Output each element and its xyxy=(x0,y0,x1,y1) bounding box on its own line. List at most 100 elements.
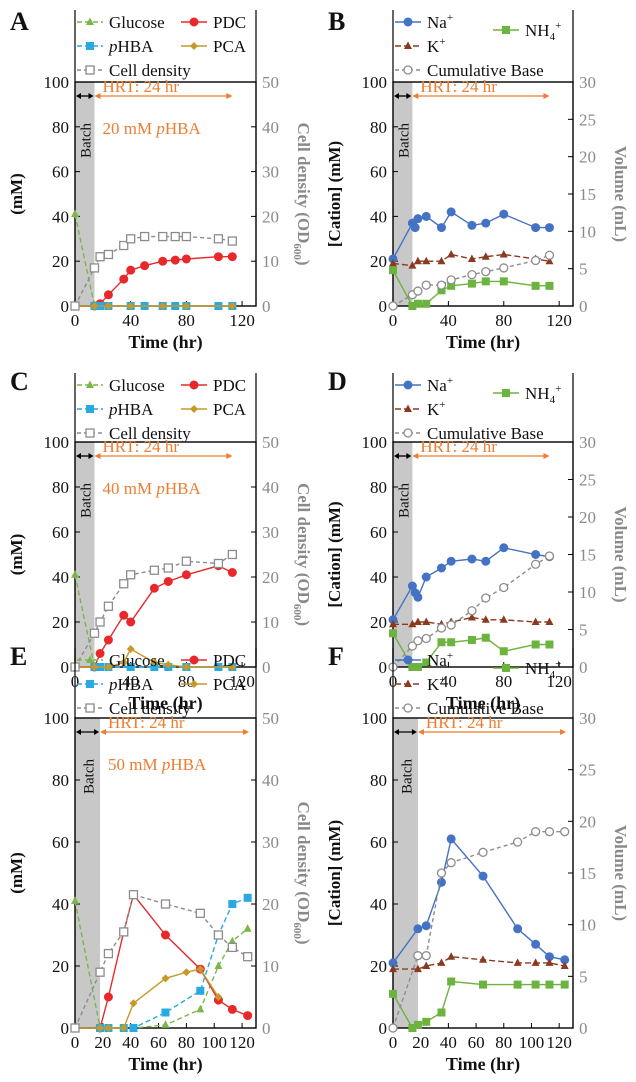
y-tick-label: 20 xyxy=(52,613,69,632)
legend-text: + xyxy=(555,20,561,32)
data-point-base xyxy=(407,641,418,651)
data-point-phba xyxy=(196,986,205,995)
data-point-pdc xyxy=(170,255,180,265)
data-point-nh4 xyxy=(481,633,490,642)
y2-label-end: ) xyxy=(294,260,313,266)
legend-text: p xyxy=(108,400,118,419)
legend-marker-base xyxy=(403,428,413,438)
data-point-nh4 xyxy=(422,658,431,667)
feed-label: 40 mM pHBA xyxy=(102,479,201,498)
legend-marker-cell xyxy=(85,703,95,713)
data-point-nh4 xyxy=(531,640,540,649)
data-point-cell xyxy=(181,556,192,566)
data-point-base xyxy=(481,267,491,277)
legend-marker-pdc xyxy=(189,380,199,390)
feed-label: 20 mM pHBA xyxy=(102,119,201,138)
x-tick-label: 40 xyxy=(122,1033,139,1052)
y2-label-sub: 600 xyxy=(291,604,303,621)
data-point-k xyxy=(437,256,446,265)
feed-label-pre: 20 mM xyxy=(102,119,156,138)
batch-arrowhead-left xyxy=(76,453,81,459)
legend-label-glucose: Glucose xyxy=(109,376,165,395)
legend-text: Cell density xyxy=(109,424,191,443)
data-point-base xyxy=(530,827,541,837)
y2-tick-label: 15 xyxy=(579,185,596,204)
data-point-cell xyxy=(227,549,237,560)
data-point-pca xyxy=(228,302,237,310)
legend-text: + xyxy=(447,375,453,387)
legend-label-na: Na+ xyxy=(427,375,453,395)
legend-text: K xyxy=(427,675,440,694)
panel-b: B 0 20 40 60 80 100 0 5 10 15 20 25 30 0 40 80 120 Time (h… xyxy=(325,7,630,353)
y-tick-label: 60 xyxy=(370,833,387,852)
legend-marker-phba xyxy=(86,42,94,50)
data-point-cell xyxy=(227,236,237,246)
y2-tick-label: 40 xyxy=(262,118,279,137)
y-tick-label: 0 xyxy=(61,658,70,677)
x-tick-label: 120 xyxy=(546,672,572,691)
x-tick-label: 0 xyxy=(71,1033,80,1052)
legend-marker-glucose xyxy=(86,380,94,388)
y-tick-label: 60 xyxy=(370,523,387,542)
data-point-k xyxy=(389,964,397,973)
x-tick-label: 0 xyxy=(389,311,398,330)
x-tick-label: 0 xyxy=(71,311,80,330)
data-point-cell xyxy=(103,249,114,260)
data-point-cell xyxy=(126,234,136,244)
batch-arrowhead-left xyxy=(394,729,399,735)
data-point-base xyxy=(512,837,523,847)
batch-label: Batch xyxy=(399,759,415,794)
data-point-cell xyxy=(126,570,136,580)
y-tick-label: 80 xyxy=(52,478,69,497)
series-line-pdc xyxy=(75,893,248,1029)
y2-tick-label: 30 xyxy=(579,709,596,728)
legend-marker-cell xyxy=(85,65,95,75)
x-tick-label: 120 xyxy=(229,311,255,330)
legend-marker-pca xyxy=(190,405,198,413)
x-tick-label: 40 xyxy=(440,672,457,691)
y2-tick-label: 30 xyxy=(579,73,596,92)
legend-label-cell: Cell density xyxy=(109,699,191,718)
legend-marker-pdc xyxy=(189,17,199,27)
data-point-cell xyxy=(170,231,180,242)
legend-label-na: Na+ xyxy=(427,650,453,670)
legend-marker-pca xyxy=(190,42,198,50)
y-tick-label: 100 xyxy=(362,709,388,728)
x-tick-label: 80 xyxy=(495,672,512,691)
data-point-k xyxy=(408,261,417,269)
legend-label-k: K+ xyxy=(427,674,446,694)
legend-marker-phba xyxy=(86,405,94,413)
data-point-cell xyxy=(213,234,224,244)
data-point-na xyxy=(478,871,488,881)
data-point-k xyxy=(481,252,490,260)
data-point-pca xyxy=(214,993,223,1001)
y-tick-label: 60 xyxy=(52,833,69,852)
y-tick-label: 80 xyxy=(52,118,69,137)
hrt-arrowhead-right xyxy=(543,453,550,459)
data-point-base xyxy=(544,250,555,260)
data-point-pca xyxy=(182,663,191,671)
data-point-pca xyxy=(126,302,135,310)
data-point-na xyxy=(481,218,491,228)
batch-arrowhead-right xyxy=(406,453,412,459)
x-tick-label: 40 xyxy=(122,311,139,330)
y2-tick-label: 40 xyxy=(262,771,279,790)
data-point-pca xyxy=(96,1024,105,1032)
data-point-k xyxy=(437,958,446,966)
data-point-cell xyxy=(95,617,105,627)
data-point-base xyxy=(478,847,488,857)
y2-tick-label: 25 xyxy=(579,110,596,129)
data-point-nh4 xyxy=(389,989,397,998)
data-point-k xyxy=(467,254,476,262)
y2-tick-label: 10 xyxy=(262,957,279,976)
data-point-base xyxy=(499,582,509,593)
data-point-na xyxy=(436,563,446,573)
data-point-k xyxy=(481,615,490,623)
data-point-nh4 xyxy=(389,266,397,275)
legend-label-pdc: PDC xyxy=(213,376,246,395)
series-line-cell xyxy=(74,235,233,307)
data-point-glucose xyxy=(228,936,237,945)
data-point-pca xyxy=(119,658,128,667)
data-point-na xyxy=(467,554,477,564)
